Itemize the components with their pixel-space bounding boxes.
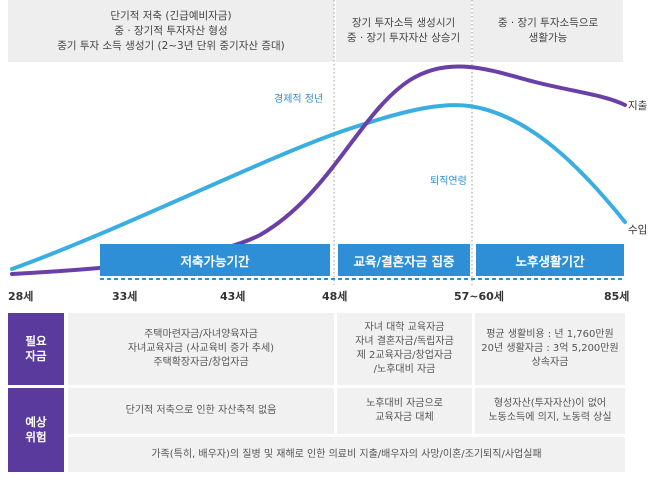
income-label: 수입 <box>628 224 648 236</box>
age-28: 28세 <box>8 290 34 303</box>
age-43: 43세 <box>220 290 246 303</box>
risk-middle: 노후대비 자금으로 교육자금 대체 <box>337 388 472 434</box>
row-label-expected-risk-1: 예상 <box>25 415 47 429</box>
phase-middle: 장기 투자소득 생성시기 중 · 장기 투자자산 상승기 <box>336 0 471 62</box>
row-label-required-funds: 필요 자금 <box>8 313 64 385</box>
cell-text: 형성자산(투자자산)이 없어 <box>493 398 607 409</box>
row-label-required-funds-2: 자금 <box>25 349 47 363</box>
cell-text: 주택확장자금/창업자금 <box>153 357 249 368</box>
row-label-expected-risk: 예상 위험 <box>8 388 64 472</box>
row-label-required-funds-1: 필요 <box>25 334 47 348</box>
phase-late-line-2: 생활가능 <box>528 32 568 44</box>
peak-label: 경제적 정년 <box>274 94 324 105</box>
age-48: 48세 <box>322 290 348 303</box>
age-33: 33세 <box>112 290 138 303</box>
cell-text: /노후대비 자금 <box>373 364 436 375</box>
cell-text: 주택마련자금/자녀양육자금 <box>144 329 258 340</box>
cell-text: 평균 생활비용 : 년 1,760만원 <box>486 329 614 340</box>
phase-early-line-2: 중 · 장기적 투자자산 형성 <box>114 24 228 37</box>
income-line <box>10 103 627 271</box>
cell-text: 가족(특히, 배우자)의 질병 및 재해로 인한 의료비 지출/배우자의 사망/… <box>151 448 542 460</box>
required-funds-late: 평균 생활비용 : 년 1,760만원 20년 생활자금 : 3억 5,200만… <box>475 313 625 385</box>
phase-late: 중 · 장기 투자소득으로 생활가능 <box>473 0 623 62</box>
cell-text: 교육자금 대체 <box>375 412 434 423</box>
phase-middle-line-1: 장기 투자소득 생성시기 <box>351 17 456 29</box>
cell-text: 노동소득에 의지, 노동력 상실 <box>488 412 612 423</box>
row-label-expected-risk-2: 위험 <box>25 430 47 444</box>
phase-late-line-1: 중 · 장기 투자소득으로 <box>497 17 599 29</box>
cell-text: 제 2교육자금/창업자금 <box>356 350 453 361</box>
risk-common: 가족(특히, 배우자)의 질병 및 재해로 인한 의료비 지출/배우자의 사망/… <box>68 437 625 472</box>
cell-text: 상속자금 <box>531 357 569 368</box>
age-85: 85세 <box>604 290 630 303</box>
phase-early: 단기적 저축 (긴급예비자금) 중 · 장기적 투자자산 형성 중기 투자 소득… <box>8 0 334 62</box>
bar-education-marriage: 교육/결혼자금 집중 <box>338 244 470 276</box>
bar-savings-period: 저축가능기간 <box>100 244 330 276</box>
cell-text: 노후대비 자금으로 <box>366 398 443 409</box>
age-57-60: 57~60세 <box>454 290 504 303</box>
risk-late: 형성자산(투자자산)이 없어 노동소득에 의지, 노동력 상실 <box>475 388 625 434</box>
risk-early: 단기적 저축으로 인한 자산축적 없음 <box>68 388 334 434</box>
cell-text: 자녀 대학 교육자금 <box>364 322 445 333</box>
required-funds-middle: 자녀 대학 교육자금 자녀 결혼자금/독립자금 제 2교육자금/창업자금 /노후… <box>337 313 472 385</box>
phase-middle-line-2: 중 · 장기 투자자산 상승기 <box>346 32 461 44</box>
cell-text: 자녀 결혼자금/독립자금 <box>355 336 454 347</box>
retire-label: 퇴직연령 <box>430 176 467 187</box>
cell-text: 자녀교육자금 (사교육비 증가 추세) <box>127 343 275 354</box>
phase-early-line-3: 중기 투자 소득 생성기 (2~3년 단위 중기자산 증대) <box>57 39 285 52</box>
phase-early-line-1: 단기적 저축 (긴급예비자금) <box>110 9 232 22</box>
cell-text: 20년 생활자금 : 3억 5,200만원 <box>481 343 619 354</box>
cell-text: 단기적 저축으로 인한 자산축적 없음 <box>125 405 277 416</box>
required-funds-early: 주택마련자금/자녀양육자금 자녀교육자금 (사교육비 증가 추세) 주택확장자금… <box>68 313 334 385</box>
bar-retirement-period: 노후생활기간 <box>476 244 624 276</box>
expense-label: 지출 <box>628 100 648 112</box>
